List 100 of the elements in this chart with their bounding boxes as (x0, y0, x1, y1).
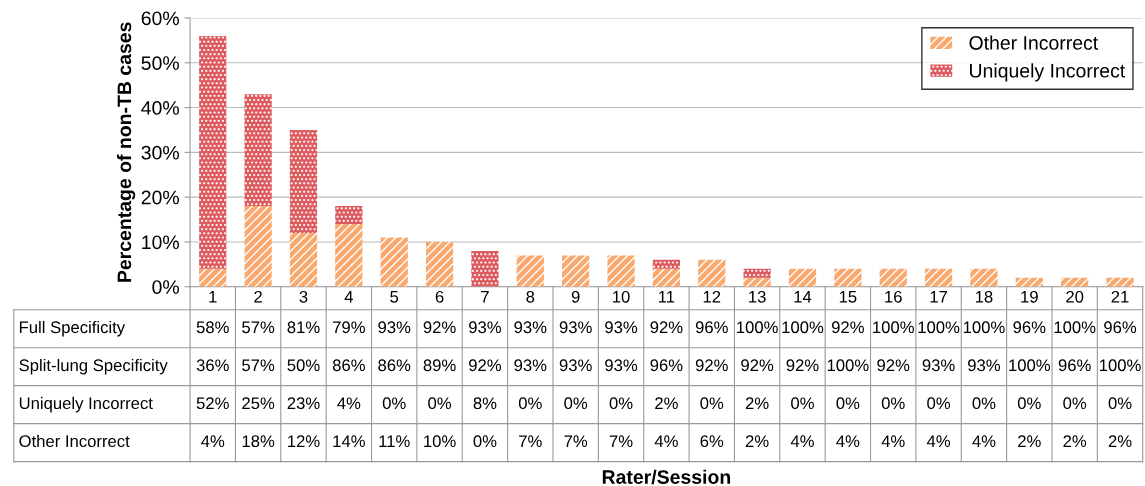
bar (425, 241, 454, 287)
data-label: 0% (473, 435, 497, 448)
text: 93% (968, 359, 1001, 372)
bar (335, 224, 363, 287)
text: 93% (514, 359, 547, 372)
data-label: 0% (881, 397, 905, 410)
bar (970, 268, 998, 287)
legend-label: Other Incorrect (969, 35, 1099, 50)
bar (471, 250, 499, 287)
data-label: 0% (1063, 397, 1087, 410)
x-tick-label: 20 (1066, 290, 1084, 303)
text: 96% (650, 359, 683, 372)
text: 86% (332, 359, 365, 372)
text: Split-lung Specificity (19, 358, 168, 375)
y-tick-label: 0% (152, 280, 179, 294)
data-label: 0% (836, 397, 860, 410)
data-label: 0% (564, 397, 588, 410)
data-label: 12% (288, 435, 320, 448)
x-tick-label: 8 (526, 290, 535, 303)
text: 96% (695, 321, 728, 334)
data-label: 0% (382, 397, 406, 410)
text: 100% (827, 359, 869, 372)
y-tick-label: 50% (141, 56, 179, 71)
text: 92% (786, 359, 819, 372)
y-tick-label: 60% (141, 11, 179, 26)
x-tick-label: 17 (930, 291, 948, 303)
data-label: 2% (655, 397, 678, 410)
text: 96% (1013, 321, 1046, 334)
y-tick-label: 20% (141, 190, 179, 205)
bar (244, 94, 272, 207)
data-label: 14% (333, 435, 365, 448)
data-label: 4% (926, 435, 951, 448)
x-tick-label: 14 (794, 291, 812, 303)
bar (1106, 277, 1134, 287)
x-tick-label: 4 (344, 291, 353, 303)
text: 58% (196, 321, 229, 334)
data-label: 7% (564, 435, 588, 448)
bar (516, 255, 544, 287)
text: 92% (469, 359, 502, 372)
data-label: 0% (518, 397, 542, 410)
data-label: 0% (972, 397, 996, 410)
text: Uniquely Incorrect (19, 396, 153, 413)
text: 96% (1058, 359, 1091, 372)
data-label: 2% (745, 435, 769, 448)
y-tick-label: 10% (142, 235, 179, 250)
text: 92% (650, 321, 683, 334)
bar (199, 268, 227, 287)
bar (698, 259, 726, 287)
data-label: 4% (881, 435, 905, 448)
text: 92% (831, 321, 864, 334)
data-label: 25% (242, 397, 275, 410)
text: 92% (695, 359, 728, 372)
text: 93% (469, 321, 502, 334)
text: 93% (559, 359, 592, 372)
data-label: 23% (287, 397, 320, 410)
data-label: 4% (654, 435, 678, 448)
x-tick-label: 15 (839, 291, 857, 303)
x-tick-label: 13 (749, 290, 766, 303)
x-tick-label: 9 (571, 290, 580, 303)
data-label: 0% (700, 397, 724, 410)
data-label: 18% (242, 435, 275, 448)
x-tick-label: 18 (975, 290, 993, 303)
data-label: 0% (1017, 397, 1041, 410)
bar (652, 259, 680, 269)
data-label: 4% (337, 397, 361, 410)
x-tick-label: 6 (435, 290, 444, 303)
x-tick-label: 7 (481, 291, 489, 303)
text: 100% (1054, 321, 1096, 334)
x-tick-label: 16 (885, 290, 902, 303)
x-tick-label: 5 (390, 291, 399, 303)
text: 93% (605, 359, 638, 372)
bar (244, 206, 272, 287)
text: 79% (333, 321, 365, 334)
text: 81% (287, 321, 320, 334)
text: 100% (873, 321, 914, 334)
data-label: 2% (1108, 435, 1132, 448)
data-label: 0% (609, 397, 633, 410)
x-tick-label: 19 (1021, 290, 1038, 303)
bar (743, 268, 771, 278)
text: 100% (918, 321, 960, 334)
data-label: 4% (790, 435, 814, 448)
data-label: 0% (927, 397, 951, 410)
bar (652, 268, 680, 287)
data-label: 10% (424, 435, 456, 448)
data-label: 0% (1108, 397, 1132, 410)
text: 100% (963, 321, 1005, 334)
data-label: 0% (791, 397, 814, 410)
bar (924, 268, 953, 287)
x-tick-label: 12 (703, 290, 721, 303)
x-tick-label: 21 (1111, 290, 1129, 303)
bar (607, 255, 635, 287)
text: 100% (737, 321, 778, 334)
bar (879, 268, 907, 287)
bar (834, 268, 862, 287)
data-label: 0% (428, 397, 452, 410)
bar (380, 237, 408, 287)
data-label: 2% (745, 397, 769, 410)
text: 92% (423, 321, 456, 334)
x-tick-label: 11 (659, 291, 675, 303)
text: 89% (423, 359, 456, 372)
